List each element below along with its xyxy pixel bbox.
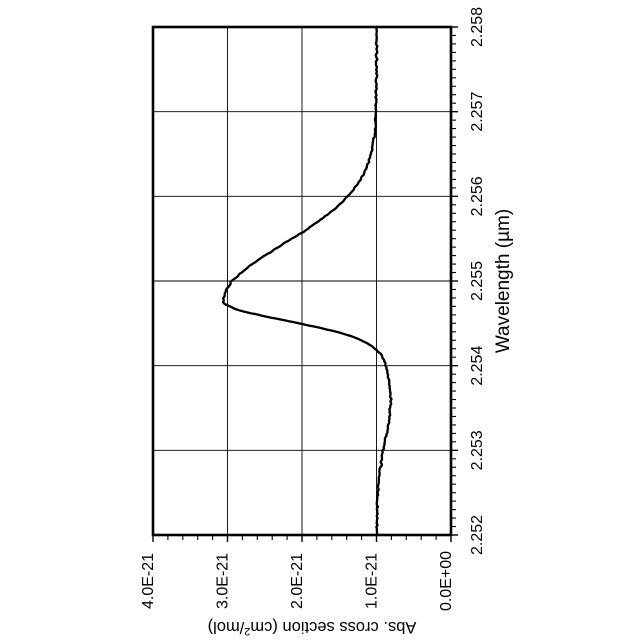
svg-text:2.256: 2.256	[469, 176, 486, 216]
svg-text:2.258: 2.258	[469, 7, 486, 47]
svg-text:0.0E+00: 0.0E+00	[438, 551, 455, 611]
svg-text:2.0E-21: 2.0E-21	[289, 553, 306, 609]
svg-text:2.255: 2.255	[469, 261, 486, 301]
svg-text:Wavelength (µm): Wavelength (µm)	[493, 209, 514, 353]
svg-text:2.254: 2.254	[469, 346, 486, 386]
svg-text:2.253: 2.253	[469, 430, 486, 470]
svg-text:2.252: 2.252	[469, 515, 486, 555]
svg-text:4.0E-21: 4.0E-21	[140, 553, 157, 609]
svg-text:2.257: 2.257	[469, 92, 486, 132]
svg-text:Abs. cross section (cm2/mol): Abs. cross section (cm2/mol)	[208, 618, 417, 637]
svg-text:3.0E-21: 3.0E-21	[215, 553, 232, 609]
svg-text:1.0E-21: 1.0E-21	[364, 553, 381, 609]
